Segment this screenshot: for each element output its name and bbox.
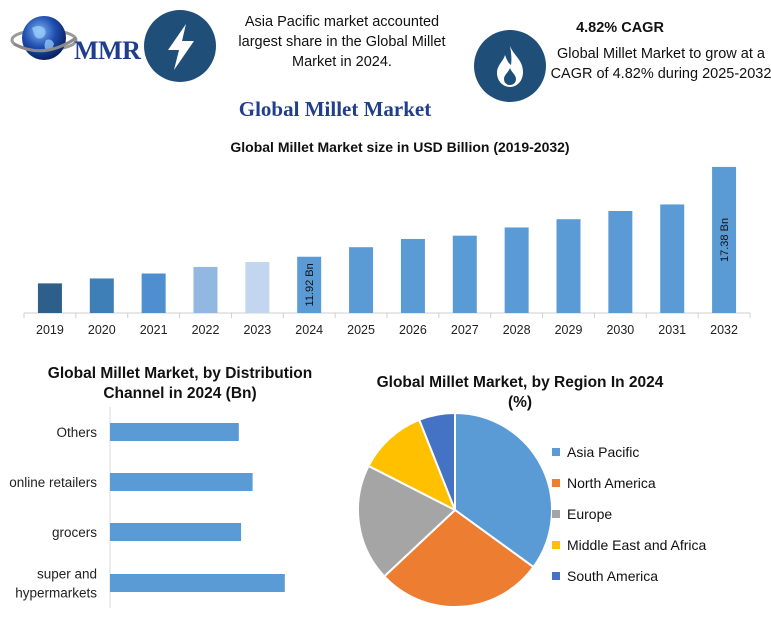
legend-swatch [552,571,560,580]
hbar-Others [110,423,239,441]
bar-2028 [504,227,529,313]
page-title: Global Millet Market [238,97,432,121]
x-tick-label-2019: 2019 [36,323,64,337]
legend-item: Asia Pacific [552,436,706,467]
lightning-bolt-icon [144,10,216,82]
distribution-channel-chart: Others online retailers grocers super and hy… [9,407,285,608]
y-tick-label: Others [56,425,97,440]
bar-2025 [349,247,374,313]
legend-item: Middle East and Africa [552,529,706,560]
x-tick-label-2027: 2027 [451,323,479,337]
bar-2024 [297,256,322,313]
bar-2026 [400,238,425,313]
y-tick-label: super and [37,567,97,582]
distribution-chart-title: Global Millet Market, by Distribution Ch… [47,365,313,402]
x-tick-label-2022: 2022 [192,323,220,337]
x-tick-label-2030: 2030 [606,323,634,337]
market-size-bar-chart: 2019 2020 2021 2022 2023 2024 11.92 Bn 2025 2026… [23,166,751,337]
bar-2022 [193,266,218,313]
bar-chart-title: Global Millet Market size in USD Billion… [230,139,570,155]
legend-item: South America [552,560,706,591]
cagr-title: 4.82% CAGR [576,20,664,36]
legend-swatch [552,509,560,518]
x-tick-label-2024: 2024 [295,323,323,337]
pie-slice-south-america [417,411,456,511]
legend-swatch [552,540,560,549]
legend-item: North America [552,467,706,498]
bar-2027 [452,235,477,313]
pie-slice-middle-east-and-africa [367,418,457,513]
region-pie-chart [357,411,553,608]
pie-slice-asia-pacific [454,411,553,569]
mmr-logo: MMR [8,10,141,72]
x-tick-label-2025: 2025 [347,323,375,337]
legend-label: Middle East and Africa [567,536,707,553]
region-legend: Asia Pacific North America Europe Middle Ea… [552,436,706,591]
legend-swatch [552,447,560,456]
x-tick-label-2029: 2029 [555,323,583,337]
left-note: Asia Pacific market accounted largest sh… [238,14,446,70]
pie-slice-europe [357,464,457,578]
legend-label: Europe [567,505,613,522]
bar-2020 [89,278,114,313]
x-tick-label-2031: 2031 [658,323,686,337]
y-tick-label: hypermarkets [15,586,97,601]
x-tick-label-2023: 2023 [243,323,271,337]
bar-2032 [712,166,737,313]
bar-2031 [660,204,685,313]
y-tick-label: online retailers [9,475,97,490]
data-label-2032: 17.38 Bn [719,218,731,262]
bar-2021 [141,273,166,313]
flame-icon [474,30,546,102]
data-label-2024: 11.92 Bn [304,263,316,306]
hbar-online-retailers [110,473,253,491]
bar-2029 [556,219,581,313]
pie-slice-north-america [382,508,535,608]
y-tick-label: grocers [52,525,97,540]
x-tick-label-2020: 2020 [88,323,116,337]
right-note: Global Millet Market to grow at a CAGR o… [550,46,771,82]
bar-2023 [245,262,270,313]
legend-label: South America [567,567,659,584]
legend-label: Asia Pacific [567,443,640,460]
x-tick-label-2032: 2032 [710,323,738,337]
bar-2019 [37,283,62,313]
x-tick-label-2028: 2028 [503,323,531,337]
x-tick-label-2026: 2026 [399,323,427,337]
x-tick-label-2021: 2021 [140,323,168,337]
legend-swatch [552,478,560,487]
legend-item: Europe [552,498,706,529]
logo-text: MMR [74,36,141,65]
hbar-super-and-hypermarkets [110,574,285,592]
region-chart-title: Global Millet Market, by Region In 2024 … [376,374,664,411]
legend-label: North America [567,474,656,491]
globe-icon [10,16,78,60]
hbar-grocers [110,523,242,541]
bar-2030 [608,211,633,313]
